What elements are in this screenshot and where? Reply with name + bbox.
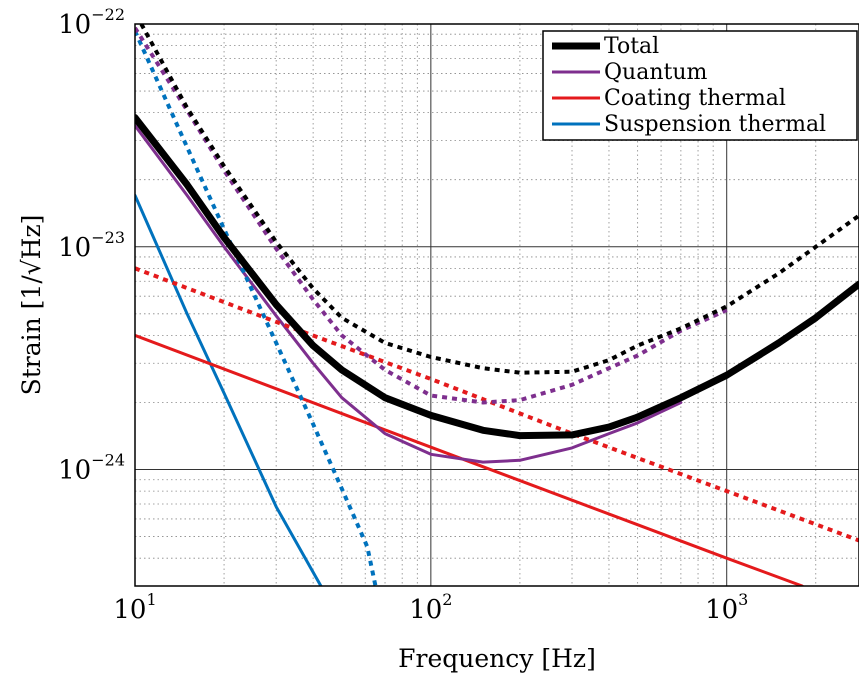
x-tick-label: 102 xyxy=(409,590,452,625)
series-7-dotted-line xyxy=(135,30,378,586)
y-tick-label: 10−24 xyxy=(58,451,125,486)
x-tick-label: 101 xyxy=(113,590,156,625)
series-6-dotted-line xyxy=(135,266,859,543)
legend-label: Suspension thermal xyxy=(604,112,826,137)
plot-frame xyxy=(134,23,859,587)
data-series xyxy=(135,24,859,586)
legend-label: Coating thermal xyxy=(604,86,786,111)
series-5-dotted-line xyxy=(135,26,728,405)
y-tick-label: 10−23 xyxy=(58,228,125,263)
legend-label: Total xyxy=(604,34,659,59)
y-axis-title: Strain [1/√Hz] xyxy=(17,215,46,396)
quantum-line xyxy=(135,124,683,464)
suspension-thermal-line xyxy=(135,193,323,586)
y-tick-label: 10−22 xyxy=(58,5,125,40)
series-4-dotted-line xyxy=(139,24,859,375)
coating-thermal-line xyxy=(135,333,804,586)
legend-label: Quantum xyxy=(604,60,708,85)
x-tick-label: 103 xyxy=(705,590,748,625)
axis-ticks: 101 102 103 10−24 10−23 10−22 xyxy=(58,5,748,625)
x-axis-title: Frequency [Hz] xyxy=(398,644,596,673)
total-line xyxy=(135,114,859,440)
